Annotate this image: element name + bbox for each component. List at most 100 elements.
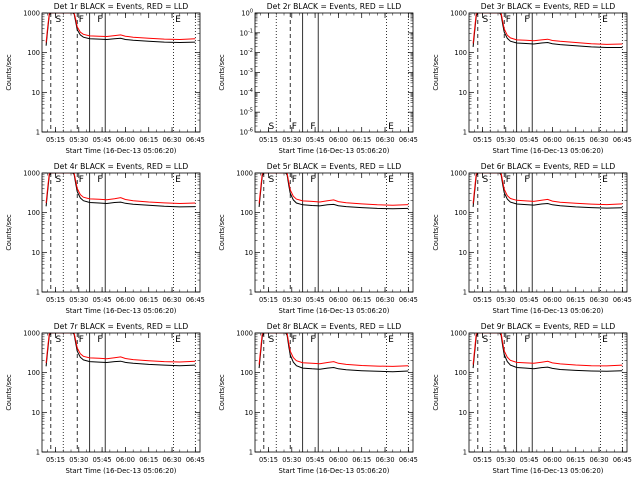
series-line-events	[45, 333, 196, 367]
phase-label: E	[602, 175, 608, 185]
x-axis-label: Start Time (16-Dec-13 05:06:20)	[493, 147, 604, 155]
chart-svg: Det 2r BLACK = Events, RED = LLD Counts/s…	[218, 2, 418, 155]
x-tick-label: 05:45	[93, 296, 112, 304]
x-tick-label: 06:30	[163, 136, 182, 144]
axes-box	[41, 332, 201, 453]
x-tick-label: 06:00	[543, 136, 562, 144]
x-axis-label: Start Time (16-Dec-13 05:06:20)	[493, 307, 604, 315]
plot-area	[258, 173, 409, 292]
x-tick-label: 05:30	[282, 456, 301, 464]
y-tick-label: 10	[32, 409, 40, 417]
phase-label: S	[268, 335, 274, 345]
x-tick-label: 05:15	[259, 136, 278, 144]
phase-label: S	[55, 15, 61, 25]
y-tick-label: 10	[245, 249, 253, 257]
chart-svg: Det 9r BLACK = Events, RED = LLD Counts/s…	[432, 322, 632, 475]
phase-label: F	[310, 335, 315, 345]
y-tick-label: 1000	[23, 170, 40, 178]
series-line-events	[472, 13, 623, 48]
x-tick-label: 06:45	[186, 136, 205, 144]
x-tick-label: 06:15	[352, 296, 371, 304]
phase-label: F	[506, 335, 511, 345]
y-tick-label: 1	[36, 449, 40, 457]
chart-svg: Det 3r BLACK = Events, RED = LLD Counts/s…	[432, 2, 632, 155]
x-tick-label: 06:30	[376, 296, 395, 304]
y-tick-label: 1	[249, 289, 253, 297]
phase-label: E	[175, 335, 181, 345]
phase-label: E	[388, 122, 394, 132]
x-tick-label: 05:30	[496, 136, 515, 144]
phase-label: F	[310, 122, 315, 132]
y-tick-label: 1000	[450, 170, 467, 178]
x-tick-label: 05:45	[93, 456, 112, 464]
series-line-lld	[258, 173, 409, 206]
y-axis-label: Counts/sec	[432, 214, 440, 251]
y-tick-label: 1	[249, 449, 253, 457]
x-tick-label: 05:30	[282, 136, 301, 144]
y-tick-label: 10	[459, 409, 467, 417]
x-tick-label: 05:15	[473, 296, 492, 304]
y-tick-label: 100	[454, 209, 467, 217]
phase-label: F	[292, 335, 297, 345]
phase-label: F	[79, 15, 84, 25]
y-tick-label: 1000	[23, 10, 40, 18]
x-tick-label: 05:45	[93, 136, 112, 144]
x-tick-label: 06:15	[352, 456, 371, 464]
x-tick-label: 05:45	[520, 456, 539, 464]
panel-title: Det 4r BLACK = Events, RED = LLD	[54, 162, 189, 171]
x-tick-label: 06:30	[590, 296, 609, 304]
chart-svg: Det 1r BLACK = Events, RED = LLD Counts/s…	[5, 2, 205, 155]
panel-title: Det 3r BLACK = Events, RED = LLD	[481, 2, 616, 11]
series-line-events	[45, 13, 196, 46]
axes-box	[468, 172, 628, 293]
x-axis-label: Start Time (16-Dec-13 05:06:20)	[66, 147, 177, 155]
x-tick-label: 05:30	[69, 456, 88, 464]
detector-panel-8: Det 8r BLACK = Events, RED = LLD Counts/s…	[213, 320, 426, 480]
y-axis-label: Counts/sec	[5, 54, 13, 91]
x-tick-label: 06:15	[566, 296, 585, 304]
y-tick-label: 100	[454, 49, 467, 57]
axes-box	[41, 12, 201, 133]
y-tick-label: 10-4	[240, 88, 253, 97]
phase-label: S	[55, 175, 61, 185]
chart-svg: Det 7r BLACK = Events, RED = LLD Counts/s…	[5, 322, 205, 475]
x-tick-label: 06:45	[613, 456, 632, 464]
x-axis-label: Start Time (16-Dec-13 05:06:20)	[279, 467, 390, 475]
y-tick-label: 1	[463, 129, 467, 137]
panel-title: Det 7r BLACK = Events, RED = LLD	[54, 322, 189, 331]
y-tick-label: 1000	[450, 330, 467, 338]
plot-area	[258, 333, 409, 452]
x-tick-label: 06:30	[163, 296, 182, 304]
y-tick-label: 100	[240, 369, 253, 377]
y-axis-label: Counts/sec	[218, 374, 226, 411]
y-tick-label: 10-2	[240, 48, 253, 57]
x-axis-label: Start Time (16-Dec-13 05:06:20)	[66, 467, 177, 475]
y-tick-label: 1000	[236, 330, 253, 338]
series-line-lld	[472, 173, 623, 206]
y-tick-label: 1	[463, 289, 467, 297]
x-tick-label: 06:45	[399, 456, 418, 464]
y-tick-label: 100	[454, 369, 467, 377]
x-tick-label: 06:15	[139, 296, 158, 304]
panel-title: Det 9r BLACK = Events, RED = LLD	[481, 322, 616, 331]
x-tick-label: 05:45	[520, 296, 539, 304]
x-tick-label: 06:30	[590, 136, 609, 144]
phase-label: E	[602, 335, 608, 345]
series-line-lld	[258, 333, 409, 367]
y-axis-label: Counts/sec	[5, 214, 13, 251]
x-axis-label: Start Time (16-Dec-13 05:06:20)	[493, 467, 604, 475]
x-tick-label: 05:15	[259, 296, 278, 304]
y-tick-label: 1	[36, 129, 40, 137]
plot-area	[472, 333, 623, 452]
plot-area	[45, 173, 196, 292]
x-tick-label: 06:00	[543, 456, 562, 464]
x-tick-label: 06:15	[566, 136, 585, 144]
x-tick-label: 06:45	[186, 456, 205, 464]
plot-area	[472, 173, 623, 292]
phase-label: S	[482, 335, 488, 345]
detector-panel-4: Det 4r BLACK = Events, RED = LLD Counts/s…	[0, 160, 213, 320]
x-tick-label: 05:45	[306, 296, 325, 304]
series-line-lld	[472, 333, 623, 367]
series-line-events	[45, 173, 196, 208]
x-tick-label: 06:15	[566, 456, 585, 464]
